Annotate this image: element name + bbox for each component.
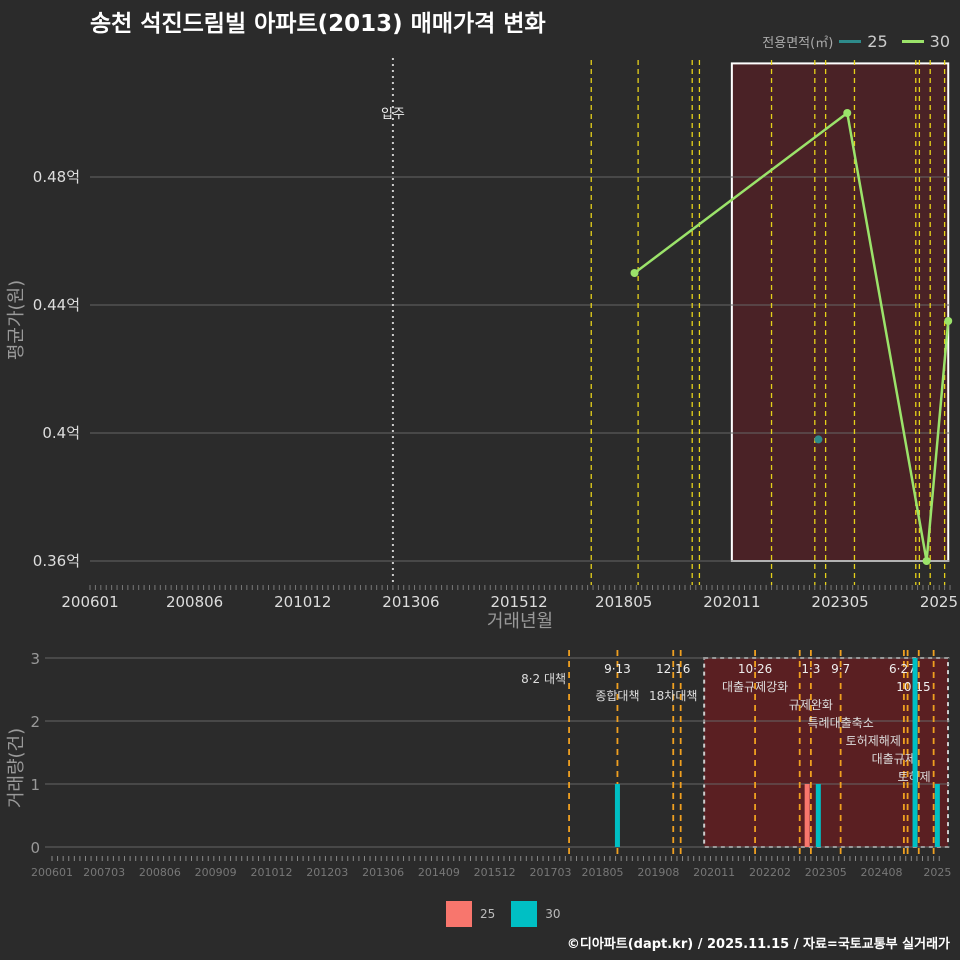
data-point-30 bbox=[922, 557, 931, 565]
x-tick-label: 201512 bbox=[474, 866, 516, 879]
x-tick-label: 201805 bbox=[595, 593, 652, 611]
footer-credit: ©디아파트(dapt.kr) / 2025.11.15 / 자료=국토교통부 실… bbox=[566, 937, 950, 952]
bottom-legend-label-25: 25 bbox=[480, 907, 496, 921]
x-tick-label: 202011 bbox=[703, 593, 760, 611]
x-tick-label: 200703 bbox=[83, 866, 125, 879]
move-in-label: 입주 bbox=[381, 107, 405, 122]
volume-bar-30 bbox=[614, 784, 620, 847]
policy-date: 1·3 bbox=[801, 662, 820, 676]
policy-date: 9·7 bbox=[831, 662, 850, 676]
x-tick-label: 201805 bbox=[582, 866, 624, 879]
y-tick-label: 0.36억 bbox=[33, 552, 80, 570]
y-tick-label: 0.44억 bbox=[33, 296, 80, 314]
policy-name: 대출규제강화 bbox=[722, 680, 788, 694]
series-line-30 bbox=[633, 110, 950, 562]
x-tick-label: 201306 bbox=[382, 593, 439, 611]
x-tick-label: 201908 bbox=[637, 866, 679, 879]
y-tick-label: 1 bbox=[30, 776, 40, 794]
policy-name: 종합대책 bbox=[595, 688, 639, 703]
x-axis-title: 거래년월 bbox=[487, 611, 553, 632]
x-tick-label: 2025 bbox=[923, 866, 951, 879]
x-tick-label: 202011 bbox=[693, 866, 735, 879]
y-axis-title: 거래량(건) bbox=[6, 728, 27, 808]
data-point-30 bbox=[843, 109, 852, 117]
y-tick-label: 0 bbox=[30, 839, 40, 857]
bottom-legend: 25 30 bbox=[446, 901, 561, 927]
price-chart: 0.36억 0.4억 0.44억 0.48억 200601 200806 201012 201… bbox=[6, 58, 958, 632]
y-tick-label: 0.4억 bbox=[42, 424, 80, 442]
policy-name: 18차대책 bbox=[649, 688, 697, 703]
x-tick-label: 200601 bbox=[31, 866, 73, 879]
x-tick-label: 200806 bbox=[166, 593, 223, 611]
legend-swatch-25 bbox=[839, 40, 862, 43]
policy-name: 규제완화 bbox=[789, 698, 833, 712]
x-tick-label: 2025 bbox=[920, 593, 958, 611]
data-point-25 bbox=[814, 435, 823, 444]
x-tick-label: 202305 bbox=[811, 593, 868, 611]
legend: 전용면적(㎡) 25 30 bbox=[762, 32, 950, 51]
x-tick-label: 200601 bbox=[61, 593, 118, 611]
policy-name: 대출규제 bbox=[872, 752, 916, 766]
x-tick-label: 201012 bbox=[274, 593, 331, 611]
x-tick-label: 201203 bbox=[306, 866, 348, 879]
x-tick-label: 200806 bbox=[139, 866, 181, 879]
x-tick-label: 200909 bbox=[195, 866, 237, 879]
data-point-30 bbox=[944, 317, 953, 325]
bottom-legend-swatch-25 bbox=[446, 901, 472, 927]
policy-date: 12·16 bbox=[656, 662, 690, 676]
x-tick-label: 201409 bbox=[418, 866, 460, 879]
bottom-legend-swatch-30 bbox=[511, 901, 538, 927]
x-tick-label: 201012 bbox=[250, 866, 292, 879]
volume-bar-25 bbox=[804, 784, 810, 847]
y-axis-title: 평균가(원) bbox=[6, 280, 27, 360]
volume-bar-30 bbox=[934, 784, 940, 847]
volume-bar-30 bbox=[912, 658, 918, 847]
legend-swatch-30 bbox=[901, 40, 924, 43]
legend-title: 전용면적(㎡) bbox=[762, 36, 834, 51]
x-tick-label: 201306 bbox=[362, 866, 404, 879]
legend-label-30: 30 bbox=[929, 32, 950, 51]
chart-title: 송천 석진드림빌 아파트(2013) 매매가격 변화 bbox=[90, 11, 546, 37]
legend-label-25: 25 bbox=[867, 32, 888, 51]
x-tick-label: 202202 bbox=[749, 866, 791, 879]
policy-date: 6·27 bbox=[889, 662, 916, 676]
policy-date: 10·26 bbox=[738, 662, 772, 676]
policy-date: 9·13 bbox=[604, 662, 631, 676]
volume-bar-30 bbox=[815, 784, 821, 847]
policy-name: 8·2 대책 bbox=[521, 671, 566, 686]
y-tick-label: 2 bbox=[30, 713, 40, 731]
policy-name: 토허제해제 bbox=[846, 734, 901, 748]
x-tick-label: 202305 bbox=[805, 866, 847, 879]
y-tick-label: 3 bbox=[30, 650, 40, 668]
data-point-30 bbox=[630, 269, 639, 277]
x-tick-label: 201512 bbox=[490, 593, 547, 611]
y-tick-label: 0.48억 bbox=[33, 168, 80, 186]
policy-name: 특례대출축소 bbox=[808, 716, 874, 730]
bottom-legend-label-30: 30 bbox=[545, 907, 561, 921]
x-tick-label: 202408 bbox=[861, 866, 903, 879]
x-tick-label: 201703 bbox=[529, 866, 571, 879]
